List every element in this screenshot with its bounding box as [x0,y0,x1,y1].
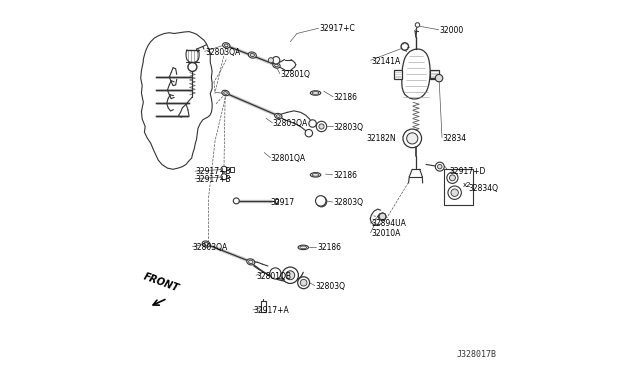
Text: 32803QA: 32803QA [193,243,228,252]
Circle shape [305,129,312,137]
Ellipse shape [204,242,209,246]
Polygon shape [141,32,212,169]
Circle shape [319,124,324,129]
Ellipse shape [312,173,319,176]
Bar [444,169,472,205]
Text: 32803Q: 32803Q [333,123,364,132]
Ellipse shape [310,173,321,177]
Text: FRONT: FRONT [141,272,180,294]
Text: 32186: 32186 [333,93,357,102]
Text: 32917: 32917 [271,198,295,207]
Circle shape [435,162,444,171]
Text: 32141A: 32141A [371,57,401,65]
Text: 32801Q: 32801Q [280,70,310,79]
Text: 32186: 32186 [317,243,341,252]
Ellipse shape [310,91,321,95]
Ellipse shape [250,54,255,57]
Text: 32000: 32000 [439,26,463,35]
Circle shape [451,189,458,196]
Circle shape [447,172,458,183]
Circle shape [448,186,461,199]
Text: 32803QA: 32803QA [273,119,308,128]
Text: 32801QB: 32801QB [257,272,292,280]
Ellipse shape [312,92,319,94]
Ellipse shape [248,52,257,58]
Ellipse shape [300,246,307,249]
Circle shape [309,120,316,127]
Circle shape [221,166,227,172]
Text: 32917+A: 32917+A [254,306,289,315]
Ellipse shape [224,92,227,94]
Circle shape [415,23,420,27]
Text: 32834Q: 32834Q [468,185,498,193]
Ellipse shape [222,90,229,96]
Ellipse shape [275,64,278,67]
Text: 32803Q: 32803Q [333,198,364,207]
Circle shape [379,213,386,220]
Circle shape [221,174,227,180]
Circle shape [316,196,326,206]
Circle shape [300,279,307,286]
Circle shape [298,277,310,289]
Circle shape [401,43,408,50]
Circle shape [188,62,197,71]
Circle shape [403,129,422,148]
Text: J328017B: J328017B [457,350,497,359]
Polygon shape [430,70,439,79]
Text: 32803Q: 32803Q [316,282,346,291]
Ellipse shape [247,259,255,265]
Circle shape [316,196,326,207]
Polygon shape [402,49,430,99]
Ellipse shape [275,113,282,119]
Text: 32803QA: 32803QA [205,48,241,57]
Circle shape [449,175,456,181]
Ellipse shape [273,63,280,68]
Ellipse shape [202,241,210,247]
Circle shape [286,271,294,280]
Ellipse shape [248,260,253,264]
Text: 32917+C: 32917+C [319,24,355,33]
Text: 32917+D: 32917+D [449,167,486,176]
Text: 32010A: 32010A [371,229,401,238]
Polygon shape [394,70,402,79]
Circle shape [319,199,324,204]
Text: 32834: 32834 [443,134,467,143]
Circle shape [282,267,298,283]
Ellipse shape [223,43,230,48]
Bar [261,301,266,312]
Circle shape [438,164,442,169]
Ellipse shape [298,245,308,250]
Circle shape [406,133,418,144]
Circle shape [268,58,273,63]
Text: 32801QA: 32801QA [271,154,306,163]
Circle shape [316,121,326,132]
Text: 32186: 32186 [333,171,357,180]
Ellipse shape [276,115,280,118]
Ellipse shape [225,44,228,47]
Circle shape [270,268,281,279]
Text: 32894UA: 32894UA [371,219,406,228]
Text: 32917+B: 32917+B [196,175,232,184]
Text: 32182N: 32182N [366,134,396,143]
Text: x2: x2 [463,182,472,188]
Bar [230,167,234,172]
Bar [275,199,278,203]
Circle shape [234,198,239,204]
Circle shape [435,74,443,82]
Text: 32917+B: 32917+B [196,167,232,176]
Circle shape [273,57,280,64]
